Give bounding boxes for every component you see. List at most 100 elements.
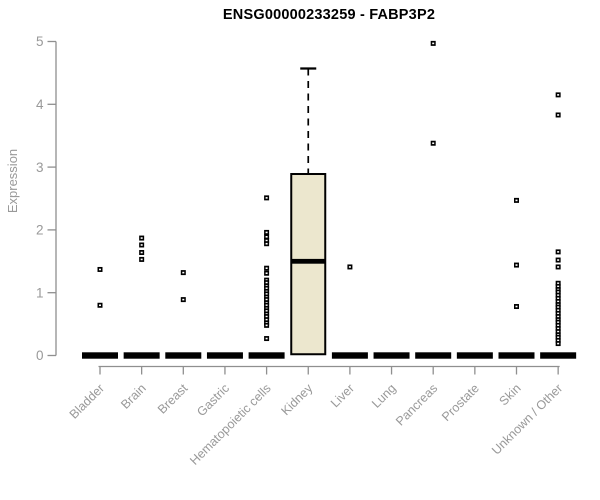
- outlier-point-center: [557, 94, 560, 96]
- outlier-point-center: [99, 268, 101, 271]
- outlier-point-center: [557, 259, 560, 261]
- y-axis-label: Expression: [5, 148, 20, 214]
- outlier-point-center: [265, 284, 268, 287]
- outlier-point-center: [557, 288, 560, 291]
- outlier-point-center: [557, 321, 560, 324]
- outlier-point-center: [265, 293, 268, 295]
- outlier-point-center: [265, 197, 268, 199]
- x-category-label: Gastric: [194, 381, 232, 419]
- y-tick-label: 2: [36, 223, 44, 238]
- outlier-point-center: [557, 309, 560, 312]
- outlier-point-center: [265, 279, 268, 281]
- zero-median-bar: [123, 352, 160, 359]
- zero-median-bar: [165, 352, 202, 359]
- outlier-point-center: [557, 333, 560, 336]
- x-category-label: Kidney: [278, 381, 315, 418]
- outlier-point-center: [265, 267, 268, 270]
- outlier-point-center: [557, 303, 560, 306]
- outlier-point-center: [432, 142, 435, 145]
- outlier-point-center: [557, 327, 560, 330]
- outlier-point-center: [557, 251, 560, 253]
- outlier-point-center: [265, 290, 268, 293]
- x-category-label: Unknown / Other: [489, 381, 565, 457]
- y-tick-label: 5: [36, 34, 44, 49]
- zero-median-bar: [82, 352, 118, 359]
- outlier-point-center: [557, 336, 560, 339]
- outlier-point-center: [515, 264, 518, 266]
- outlier-point-center: [557, 306, 560, 308]
- outlier-point-center: [432, 42, 435, 45]
- x-category-label: Pancreas: [393, 381, 440, 428]
- outlier-point-center: [265, 301, 268, 304]
- outlier-point-center: [140, 244, 143, 246]
- outlier-point-center: [182, 271, 185, 274]
- outlier-point-center: [99, 304, 101, 307]
- outlier-point-center: [557, 300, 560, 303]
- outlier-point-center: [557, 324, 560, 327]
- outlier-point-center: [265, 318, 268, 321]
- y-tick-label: 4: [36, 97, 44, 112]
- outlier-point-center: [265, 307, 268, 310]
- box: [290, 173, 327, 356]
- outlier-point-center: [265, 322, 268, 324]
- outlier-point-center: [557, 114, 560, 116]
- outlier-point-center: [265, 298, 268, 301]
- x-category-label: Bladder: [67, 381, 107, 421]
- outlier-point-center: [140, 258, 143, 261]
- zero-median-bar: [540, 352, 577, 359]
- outlier-point-center: [557, 315, 560, 318]
- x-category-label: Liver: [328, 381, 357, 410]
- outlier-point-center: [265, 304, 268, 307]
- y-tick-label: 0: [36, 348, 44, 363]
- x-category-label: Skin: [497, 381, 524, 408]
- outlier-point-center: [265, 236, 268, 238]
- outlier-point-center: [265, 242, 268, 245]
- median-line: [291, 258, 326, 264]
- outlier-point-center: [265, 337, 268, 340]
- outlier-point-center: [557, 291, 560, 293]
- outlier-point-center: [265, 315, 268, 318]
- outlier-point-center: [557, 342, 560, 345]
- x-category-label: Breast: [155, 381, 191, 417]
- outlier-point-center: [348, 266, 351, 268]
- outlier-point-center: [515, 199, 518, 202]
- outlier-point-center: [557, 297, 560, 300]
- y-tick-label: 3: [36, 160, 44, 175]
- zero-median-bar: [248, 352, 285, 359]
- zero-median-bar: [331, 352, 368, 359]
- x-category-label: Lung: [369, 381, 399, 411]
- y-tick-label: 1: [36, 285, 44, 300]
- outlier-point-center: [557, 266, 560, 268]
- outlier-point-center: [265, 281, 268, 284]
- outlier-point-center: [265, 310, 268, 312]
- zero-median-bar: [498, 352, 535, 359]
- zero-median-bar: [415, 352, 452, 359]
- outlier-point-center: [265, 296, 268, 298]
- outlier-point-center: [265, 272, 268, 275]
- outlier-point-center: [140, 237, 143, 239]
- outlier-point-center: [265, 231, 268, 234]
- outlier-point-center: [182, 298, 185, 301]
- x-category-label: Hematopoietic cells: [187, 381, 274, 468]
- outlier-point-center: [557, 282, 560, 285]
- outlier-point-center: [265, 313, 268, 315]
- zero-median-bar: [373, 352, 410, 359]
- outlier-point-center: [557, 318, 560, 321]
- outlier-point-center: [557, 312, 560, 315]
- x-category-label: Prostate: [439, 381, 482, 424]
- outlier-point-center: [265, 287, 268, 290]
- outlier-point-center: [140, 251, 143, 254]
- chart-title: ENSG00000233259 - FABP3P2: [222, 7, 436, 23]
- x-category-label: Brain: [118, 381, 149, 412]
- zero-median-bar: [206, 352, 243, 359]
- zero-median-bar: [456, 352, 493, 359]
- outlier-point-center: [557, 339, 560, 342]
- outlier-point-center: [515, 305, 518, 308]
- outlier-point-center: [557, 294, 560, 297]
- outlier-point-center: [557, 285, 560, 288]
- outlier-point-center: [557, 330, 560, 333]
- outlier-point-center: [265, 324, 268, 327]
- outlier-point-center: [265, 239, 268, 242]
